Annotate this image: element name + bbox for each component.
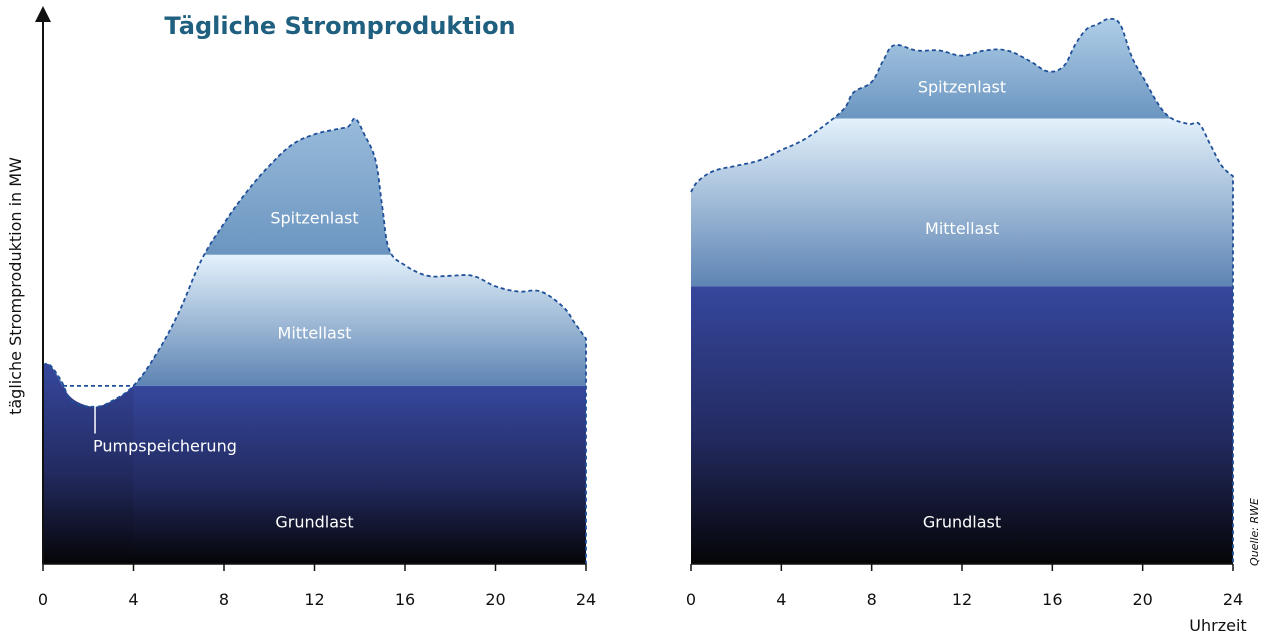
x-tick-label: 24 xyxy=(576,590,596,609)
x-tick-label: 16 xyxy=(395,590,415,609)
band-label-mittellast: Mittellast xyxy=(925,219,999,238)
chart-panel-right: Grundlast Mittellast Spitzenlast 0 4 8 12 16 20 2… xyxy=(686,18,1243,609)
source-credit: Quelle: RWE xyxy=(1248,498,1261,566)
chart-title: Tägliche Stromproduktion xyxy=(164,12,515,40)
x-tick-label: 4 xyxy=(128,590,138,609)
demand-curve-outline xyxy=(42,117,587,564)
band-mittellast-area xyxy=(43,254,586,386)
band-grundlast-area xyxy=(691,286,1233,564)
band-label-spitzenlast: Spitzenlast xyxy=(270,208,358,227)
band-label-grundlast: Grundlast xyxy=(923,512,1001,531)
band-mittellast-area xyxy=(691,118,1233,287)
x-tick-label: 20 xyxy=(485,590,505,609)
band-label-mittellast: Mittellast xyxy=(278,324,352,343)
band-label-grundlast: Grundlast xyxy=(275,512,353,531)
x-tick-label: 12 xyxy=(304,590,324,609)
x-tick-label: 12 xyxy=(952,590,972,609)
x-tick-label: 0 xyxy=(38,590,48,609)
demand-curve-outline xyxy=(690,18,1234,564)
band-spitzenlast-area xyxy=(691,18,1233,119)
x-tick-label: 8 xyxy=(867,590,877,609)
x-tick-label: 20 xyxy=(1132,590,1152,609)
y-axis-label: tägliche Stromproduktion in MW xyxy=(6,157,25,415)
x-tick-label: 24 xyxy=(1223,590,1243,609)
x-axis-label: Uhrzeit xyxy=(1189,616,1246,635)
chart-panel-left: Grundlast Mittellast Spitzenlast Pumpspeich… xyxy=(35,6,596,609)
x-tick-label: 0 xyxy=(686,590,696,609)
pump-storage-area xyxy=(43,364,134,564)
x-tick-label: 16 xyxy=(1042,590,1062,609)
band-label-spitzenlast: Spitzenlast xyxy=(918,77,1006,96)
annotation-pumpspeicherung: Pumpspeicherung xyxy=(93,436,237,455)
x-tick-label: 4 xyxy=(776,590,786,609)
x-tick-label: 8 xyxy=(219,590,229,609)
